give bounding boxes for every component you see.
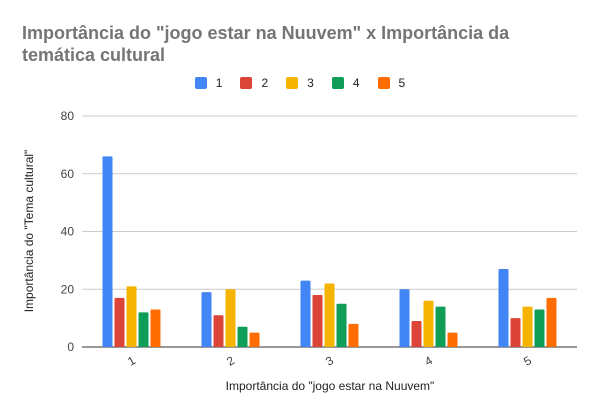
bar-cat-1-series-2 <box>114 297 125 347</box>
bar-cat-2-series-5 <box>249 332 260 347</box>
x-tick-label-2: 2 <box>224 353 237 369</box>
bar-cat-5-series-4 <box>534 309 545 347</box>
bar-cat-1-series-5 <box>150 309 161 347</box>
legend: 1 2 3 4 5 <box>0 76 600 90</box>
legend-label-5: 5 <box>398 76 406 90</box>
legend-swatch-3 <box>286 77 299 89</box>
bar-cat-5-series-3 <box>522 306 533 347</box>
y-tick-label-60: 60 <box>61 167 75 181</box>
legend-label-1: 1 <box>215 76 223 90</box>
bar-cat-2-series-4 <box>237 326 248 347</box>
bar-cat-4-series-3 <box>423 300 434 347</box>
legend-item-series-5[interactable]: 5 <box>377 76 406 90</box>
bar-cat-2-series-1 <box>201 292 212 347</box>
bar-cat-3-series-5 <box>348 323 359 347</box>
bar-cat-3-series-3 <box>324 283 335 347</box>
legend-label-4: 4 <box>352 76 360 90</box>
bar-cat-4-series-4 <box>435 306 446 347</box>
x-tick-label-3: 3 <box>323 353 336 369</box>
y-tick-label-0: 0 <box>67 340 74 354</box>
bars <box>102 156 557 347</box>
bar-cat-2-series-3 <box>225 289 236 347</box>
legend-item-series-2[interactable]: 2 <box>240 76 268 90</box>
chart-title: Importância do "jogo estar na Nuuvem" x … <box>22 23 510 65</box>
bar-cat-3-series-2 <box>312 295 323 347</box>
y-tick-label-80: 80 <box>61 109 75 123</box>
legend-swatch-5 <box>377 77 390 89</box>
bar-cat-1-series-1 <box>102 156 113 347</box>
legend-swatch-1 <box>194 77 207 89</box>
bar-cat-1-series-3 <box>126 286 137 347</box>
bar-cat-1-series-4 <box>138 312 149 347</box>
bar-cat-2-series-2 <box>213 315 224 347</box>
legend-item-series-4[interactable]: 4 <box>331 76 360 90</box>
bar-cat-3-series-4 <box>336 303 347 347</box>
x-tick-label-5: 5 <box>521 353 534 369</box>
x-tick-label-4: 4 <box>422 353 435 369</box>
y-tick-label-40: 40 <box>61 225 75 239</box>
legend-item-series-1[interactable]: 1 <box>194 76 223 90</box>
legend-label-2: 2 <box>261 76 269 90</box>
bar-cat-4-series-1 <box>399 289 410 347</box>
x-tick-label-1: 1 <box>125 353 138 369</box>
bar-cat-4-series-2 <box>411 321 422 347</box>
legend-label-3: 3 <box>307 76 314 90</box>
legend-swatch-2 <box>240 77 253 89</box>
y-tick-label-20: 20 <box>61 282 75 296</box>
legend-swatch-4 <box>331 77 344 89</box>
legend-item-series-3[interactable]: 3 <box>286 76 314 90</box>
bar-cat-5-series-5 <box>546 297 557 347</box>
bar-cat-3-series-1 <box>300 280 311 347</box>
x-axis-title: Importância do "jogo estar na Nuuvem" <box>226 379 435 393</box>
bar-cat-4-series-5 <box>447 332 458 347</box>
y-axis-title: Importância do "Tema cultural" <box>22 150 36 313</box>
bar-cat-5-series-2 <box>510 318 521 347</box>
bar-cat-5-series-1 <box>498 269 509 347</box>
